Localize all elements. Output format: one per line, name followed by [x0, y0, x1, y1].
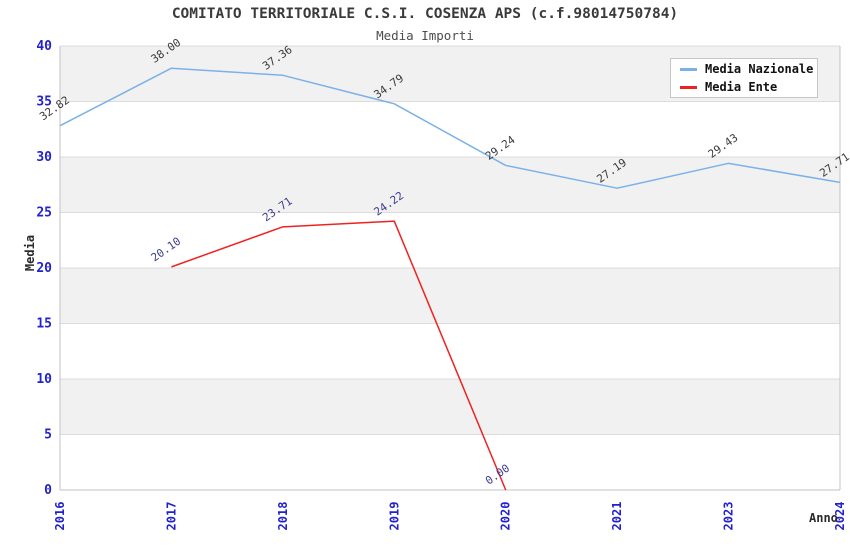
x-tick-label: 2023 — [722, 502, 736, 531]
series-line-media-ente — [171, 220, 507, 491]
plot-band — [60, 379, 840, 435]
y-tick-label: 35 — [36, 95, 52, 110]
series-line-media-nazionale — [59, 67, 841, 189]
x-tick-label: 2020 — [499, 502, 513, 531]
x-tick-label: 2016 — [53, 502, 67, 531]
legend-swatch-media-nazionale — [680, 67, 697, 71]
plot-band — [60, 157, 840, 213]
plot-band — [60, 323, 840, 379]
y-tick-label: 30 — [36, 150, 52, 165]
plot-band — [60, 268, 840, 324]
y-tick-label: 15 — [36, 317, 52, 332]
legend-swatch-media-ente — [680, 85, 697, 89]
x-axis-title: Anno — [809, 511, 838, 525]
legend-label-media-nazionale: Media Nazionale — [705, 62, 814, 76]
y-tick-label: 5 — [44, 428, 52, 443]
plot-band — [60, 101, 840, 157]
y-tick-label: 25 — [36, 206, 52, 221]
y-tick-label: 20 — [36, 261, 52, 276]
y-tick-label: 10 — [36, 372, 52, 387]
x-tick-label: 2021 — [610, 502, 624, 531]
y-tick-label: 40 — [36, 39, 52, 54]
x-tick-label: 2019 — [387, 502, 401, 531]
legend-item-media-nazionale: Media Nazionale — [680, 62, 817, 76]
legend: Media Nazionale Media Ente — [670, 58, 818, 98]
x-tick-label: 2017 — [164, 502, 178, 531]
y-axis-title: Media — [23, 234, 37, 272]
legend-label-media-ente: Media Ente — [705, 80, 778, 94]
y-tick-label: 0 — [44, 483, 52, 498]
chart-subtitle: Media Importi — [376, 28, 474, 43]
legend-item-media-ente: Media Ente — [680, 80, 817, 94]
plot-band — [60, 434, 840, 490]
chart-title: COMITATO TERRITORIALE C.S.I. COSENZA APS… — [171, 6, 679, 22]
x-tick-label: 2024 — [833, 502, 847, 531]
plot-band — [60, 212, 840, 268]
x-tick-label: 2018 — [276, 502, 290, 531]
